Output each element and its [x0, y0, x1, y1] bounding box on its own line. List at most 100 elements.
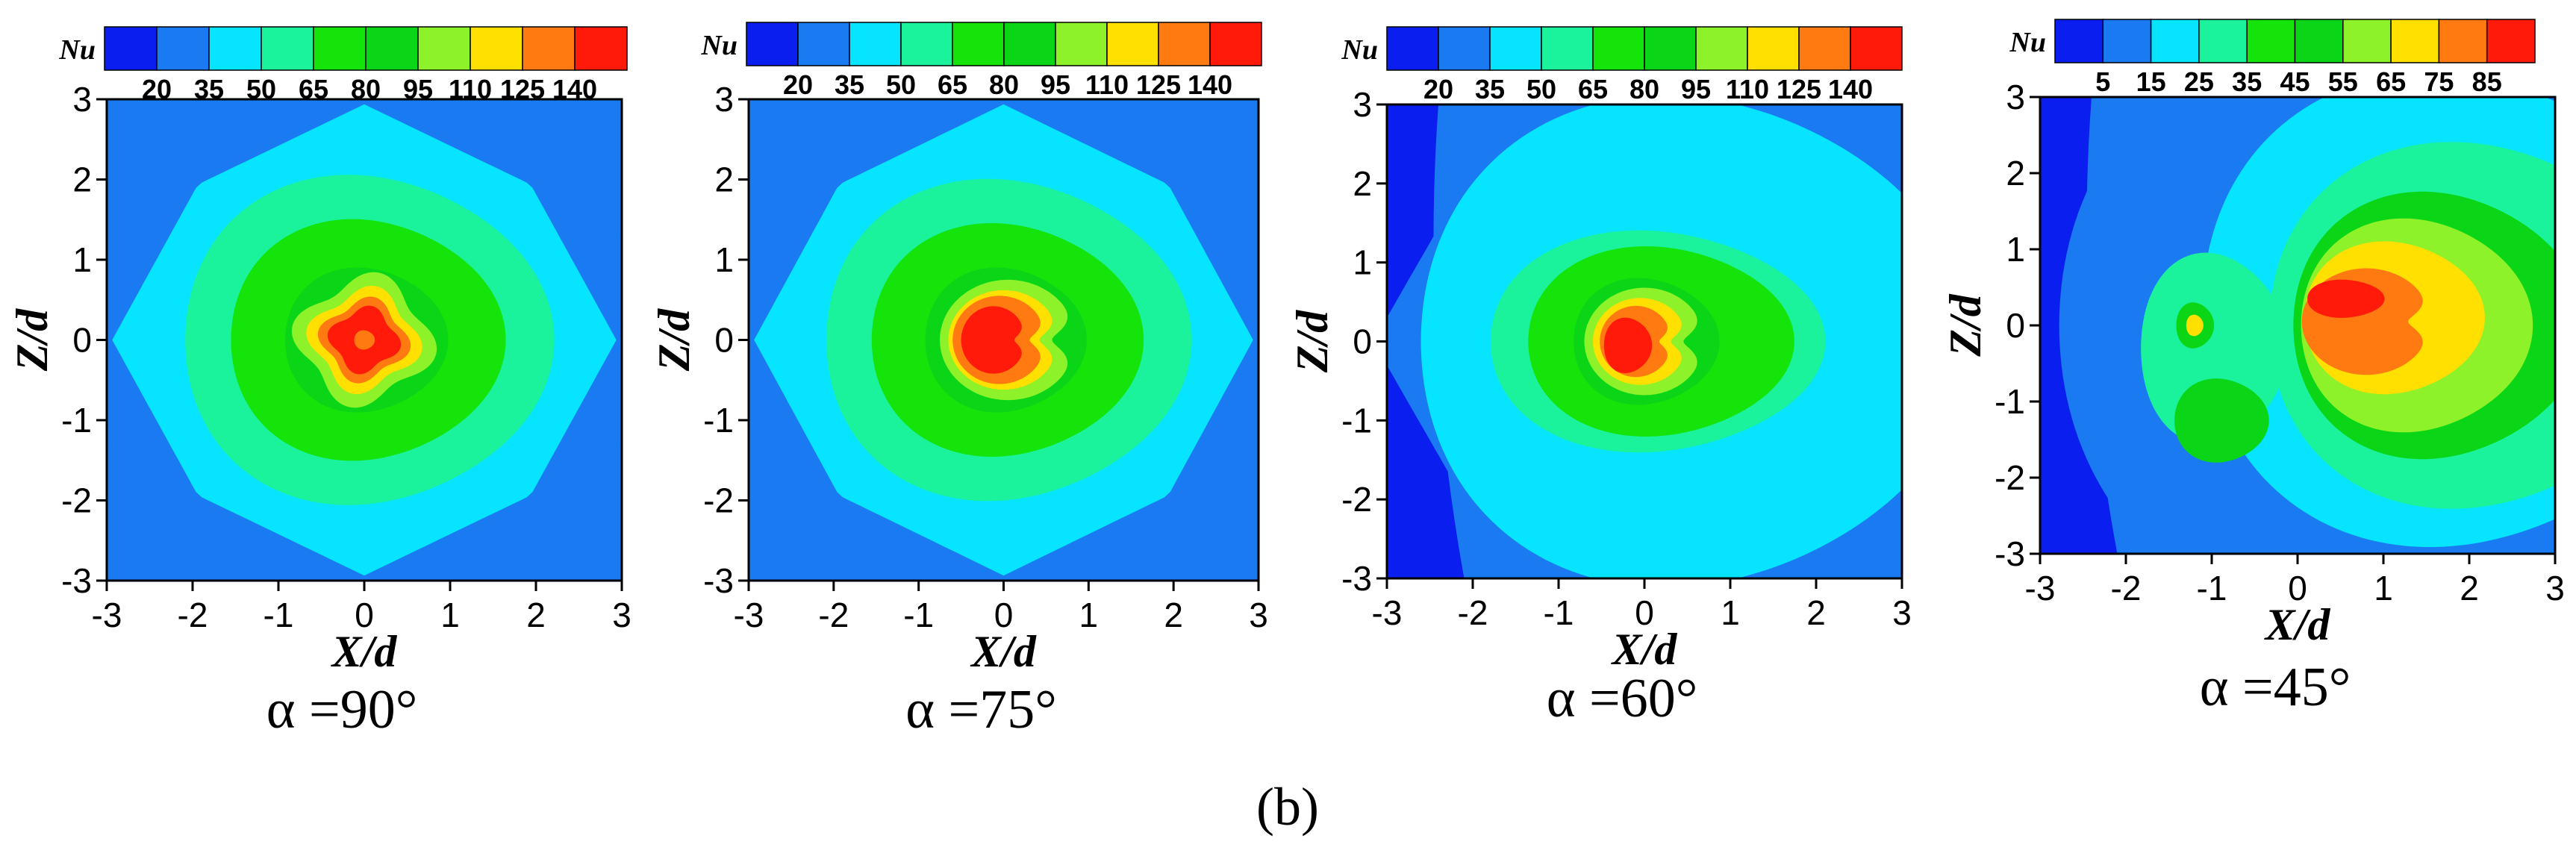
contour-field: [1387, 104, 1902, 578]
colorbar-swatch: [2054, 19, 2104, 63]
colorbar-swatch: [1209, 22, 1262, 66]
y-tick-label: 1: [714, 240, 734, 279]
colorbar-swatch: [2246, 19, 2296, 63]
colorbar-swatch: [1541, 26, 1594, 71]
x-tick-label: 1: [440, 596, 460, 634]
contour-field: [749, 99, 1259, 581]
contour-level: [354, 330, 375, 350]
y-tick-label: -2: [703, 481, 734, 520]
y-tick-label: 0: [2006, 306, 2025, 345]
x-tick-label: 0: [355, 596, 374, 634]
colorbar-tick-label: 75: [2424, 66, 2454, 97]
x-tick-label: 2: [1806, 593, 1826, 632]
x-tick-label: 3: [1249, 596, 1268, 634]
y-tick-label: 0: [1353, 322, 1372, 361]
colorbar-tick-label: 80: [351, 74, 381, 104]
colorbar-swatch: [261, 26, 314, 71]
x-tick-label: 0: [2288, 569, 2307, 607]
colorbar-tick-label: 95: [1041, 69, 1070, 100]
x-tick-label: 1: [1721, 593, 1740, 632]
y-tick-label: -3: [703, 561, 734, 600]
colorbar-title: Nu: [58, 34, 96, 66]
colorbar-swatch: [2198, 19, 2248, 63]
y-tick-label: 3: [72, 80, 92, 119]
colorbar-tick-label: 35: [1475, 74, 1505, 104]
y-tick-label: -3: [1995, 534, 2025, 573]
colorbar-title: Nu: [2009, 27, 2046, 58]
x-tick-label: -1: [2197, 569, 2227, 607]
x-tick-label: 2: [2460, 569, 2479, 607]
colorbar-tick-label: 50: [886, 69, 916, 100]
y-tick-label: -2: [1995, 458, 2025, 497]
colorbar-tick-label: 35: [2232, 66, 2262, 97]
y-tick-label: 2: [714, 160, 734, 199]
contour-field: [2040, 97, 2555, 554]
colorbar-swatch: [1106, 22, 1159, 66]
x-tick-label: 3: [2545, 569, 2565, 607]
colorbar-tick-label: 125: [1777, 74, 1821, 104]
y-axis-label: Z/d: [1288, 310, 1337, 373]
colorbar-tick-label: 125: [500, 74, 545, 104]
colorbar-tick-label: 125: [1136, 69, 1181, 100]
colorbar-swatch: [2486, 19, 2536, 63]
x-tick-label: 2: [1164, 596, 1183, 634]
contour-panel: -3 -2 -1 0 1 2 3 -3 -2 -1 0 1 2 3 X/d Z/d α =75° Nu 20 35 50…: [649, 22, 1268, 740]
y-tick-label: 0: [714, 321, 734, 360]
x-tick-label: -1: [903, 596, 934, 634]
colorbar-tick-label: 85: [2472, 66, 2502, 97]
contour-panel: -3 -2 -1 0 1 2 3 -3 -2 -1 0 1 2 3 X/d Z/d α =45° Nu 5 15 25 3…: [1941, 19, 2565, 718]
colorbar-swatch: [2294, 19, 2344, 63]
colorbar-tick-label: 20: [1423, 74, 1453, 104]
y-tick-label: 1: [2006, 230, 2025, 269]
colorbar-tick-label: 140: [1828, 74, 1873, 104]
colorbar-tick-label: 45: [2280, 66, 2310, 97]
contour-level: [2307, 279, 2385, 318]
colorbar-swatch: [417, 26, 471, 71]
contour-field: [107, 99, 622, 581]
colorbar-swatch: [1592, 26, 1645, 71]
colorbar-title: Nu: [700, 30, 737, 61]
colorbar-tick-label: 65: [299, 74, 328, 104]
colorbar-tick-label: 20: [142, 74, 172, 104]
contour-level: [1603, 317, 1653, 373]
colorbar-swatch: [1850, 26, 1903, 71]
x-axis-label: X/d: [331, 627, 398, 676]
y-tick-label: -3: [61, 561, 92, 600]
colorbar-tick-label: 50: [246, 74, 276, 104]
colorbar-tick-label: 110: [1085, 69, 1129, 100]
colorbar-swatch: [952, 22, 1005, 66]
colorbar-tick-label: 5: [2095, 66, 2110, 97]
colorbar-swatch: [1003, 22, 1056, 66]
y-tick-label: 0: [72, 321, 92, 360]
y-tick-label: 1: [1353, 243, 1372, 282]
colorbar-swatch: [104, 26, 158, 71]
x-tick-label: -3: [2025, 569, 2056, 607]
colorbar-swatch: [1747, 26, 1800, 71]
colorbar-swatch: [1489, 26, 1542, 71]
colorbar-swatch: [2102, 19, 2152, 63]
x-axis-label: X/d: [970, 627, 1037, 676]
y-axis-label: Z/d: [649, 308, 699, 372]
y-tick-label: -2: [61, 481, 92, 520]
y-axis-label: Z/d: [7, 308, 57, 372]
colorbar-swatch: [2342, 19, 2392, 63]
colorbar-tick-label: 80: [1630, 74, 1659, 104]
colorbar-swatch: [522, 26, 576, 71]
y-axis-label: Z/d: [1941, 293, 1990, 357]
x-axis-label: X/d: [1611, 625, 1678, 674]
y-tick-label: 3: [1353, 85, 1372, 124]
colorbar-tick-label: 95: [1681, 74, 1711, 104]
contour-level: [2186, 314, 2204, 337]
y-tick-label: -1: [1995, 382, 2025, 421]
colorbar-swatch: [365, 26, 419, 71]
colorbar-swatch: [1695, 26, 1748, 71]
x-tick-label: -2: [1458, 593, 1488, 632]
y-tick-label: -1: [61, 401, 92, 440]
colorbar-swatch: [1798, 26, 1851, 71]
x-tick-label: -3: [92, 596, 122, 634]
panel-title: α =60°: [1547, 668, 1698, 729]
colorbar-tick-label: 95: [403, 74, 433, 104]
panel-title: α =75°: [905, 679, 1057, 740]
y-tick-label: 2: [1353, 164, 1372, 203]
